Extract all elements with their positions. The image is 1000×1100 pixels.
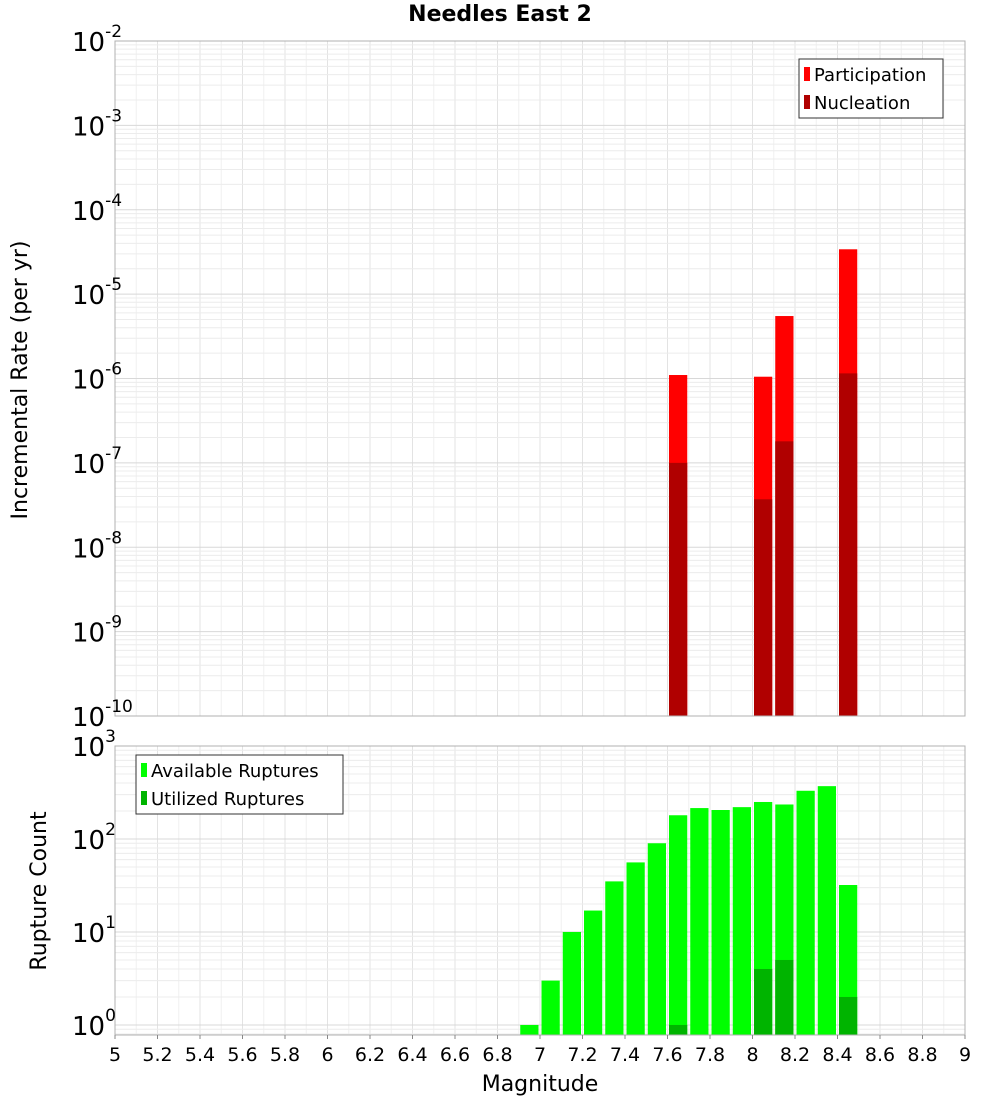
y-tick-label: 10-6 [72, 360, 122, 396]
bar-available-ruptures [605, 881, 624, 1035]
bar-available-ruptures [647, 843, 666, 1035]
y-tick-label: 103 [72, 727, 116, 763]
x-tick-label: 7.6 [652, 1044, 682, 1066]
y-tick-label: 10-10 [72, 697, 133, 733]
bar-available-ruptures [817, 786, 836, 1035]
incremental-rate-panel: 10-10 10-9 10-8 10-7 10-6 10-5 10-4 10-3 10-2 Inc… [8, 22, 966, 733]
bar-available-ruptures [584, 910, 603, 1035]
y-tick-label: 101 [72, 913, 116, 949]
bar-utilized-ruptures [775, 959, 794, 1035]
bar-available-ruptures [626, 862, 645, 1035]
bar-available-ruptures [669, 815, 688, 1035]
x-tick-label: 8 [746, 1044, 758, 1066]
x-tick-label: 5.4 [185, 1044, 215, 1066]
legend-box [135, 754, 344, 815]
y-axis-title: Rupture Count [27, 811, 52, 971]
y-tick-label: 10-3 [72, 106, 122, 142]
y-tick-label: 100 [72, 1006, 116, 1042]
x-tick-label: 8.4 [822, 1044, 852, 1066]
bar-utilized-ruptures [839, 996, 858, 1035]
bar-nucleation [775, 441, 794, 716]
bar-available-ruptures [541, 980, 560, 1035]
x-axis-title: Magnitude [482, 1072, 599, 1097]
x-tick-label: 5 [109, 1044, 121, 1066]
bar-utilized-ruptures [754, 968, 773, 1035]
y-tick-label: 10-8 [72, 528, 122, 564]
bar-available-ruptures [690, 808, 709, 1035]
x-tick-label: 7 [534, 1044, 546, 1066]
y-tick-label: 10-4 [72, 191, 122, 227]
bar-nucleation [839, 373, 858, 716]
bar-available-ruptures [796, 790, 815, 1035]
x-tick-label: 9 [959, 1044, 971, 1066]
y-tick-label: 10-5 [72, 275, 122, 311]
legend-label: Nucleation [814, 93, 910, 114]
bar-available-ruptures [732, 807, 751, 1035]
x-tick-label: 8.8 [907, 1044, 937, 1066]
bar-nucleation [754, 499, 773, 716]
x-tick-label: 8.6 [865, 1044, 895, 1066]
x-tick-label: 5.6 [227, 1044, 257, 1066]
page-title: Needles East 2 [408, 2, 592, 27]
x-tick-label: 7.2 [567, 1044, 597, 1066]
legend-swatch [141, 763, 147, 777]
x-tick-label: 6.4 [397, 1044, 427, 1066]
bar-available-ruptures [562, 931, 581, 1035]
plot-border [114, 40, 966, 717]
x-tick-label: 8.2 [780, 1044, 810, 1066]
x-tick-label: 6 [321, 1044, 333, 1066]
x-tick-label: 7.4 [610, 1044, 640, 1066]
legend-label: Participation [814, 65, 926, 86]
legend-label: Utilized Ruptures [151, 789, 304, 810]
x-tick-label: 6.2 [355, 1044, 385, 1066]
y-tick-label: 10-9 [72, 613, 122, 649]
legend-swatch [804, 95, 810, 109]
bar-utilized-ruptures [669, 1024, 688, 1035]
legend-label: Available Ruptures [151, 761, 319, 782]
y-tick-label: 102 [72, 820, 116, 856]
x-tick-label: 5.2 [142, 1044, 172, 1066]
y-axis-title: Incremental Rate (per yr) [8, 241, 33, 520]
legend-box [798, 58, 944, 119]
bar-available-ruptures [520, 1024, 539, 1035]
y-tick-label: 10-2 [72, 22, 122, 58]
x-tick-label: 5.8 [270, 1044, 300, 1066]
legend-swatch [804, 67, 810, 81]
x-tick-label: 6.6 [440, 1044, 470, 1066]
y-tick-label: 10-7 [72, 444, 122, 480]
legend-swatch [141, 791, 147, 805]
bar-available-ruptures [711, 809, 730, 1035]
bar-nucleation [669, 462, 688, 716]
x-tick-label: 6.8 [482, 1044, 512, 1066]
legend: Participation Nucleation [798, 58, 944, 119]
x-tick-label: 7.8 [695, 1044, 725, 1066]
legend: Available Ruptures Utilized Ruptures [135, 754, 344, 815]
